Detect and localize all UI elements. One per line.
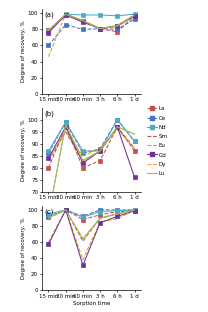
Legend: La, Ce, Nd, Sm, Eu, Gd, Dy, Lu: La, Ce, Nd, Sm, Eu, Gd, Dy, Lu: [147, 106, 168, 176]
Y-axis label: Degree of recovery, %: Degree of recovery, %: [21, 217, 26, 279]
Y-axis label: Degree of recovery, %: Degree of recovery, %: [21, 21, 26, 82]
Text: (c): (c): [45, 208, 54, 215]
Y-axis label: Degree of recovery, %: Degree of recovery, %: [21, 119, 26, 181]
Text: (b): (b): [45, 110, 54, 117]
X-axis label: Sorption time: Sorption time: [73, 301, 110, 306]
Text: (a): (a): [45, 12, 54, 18]
